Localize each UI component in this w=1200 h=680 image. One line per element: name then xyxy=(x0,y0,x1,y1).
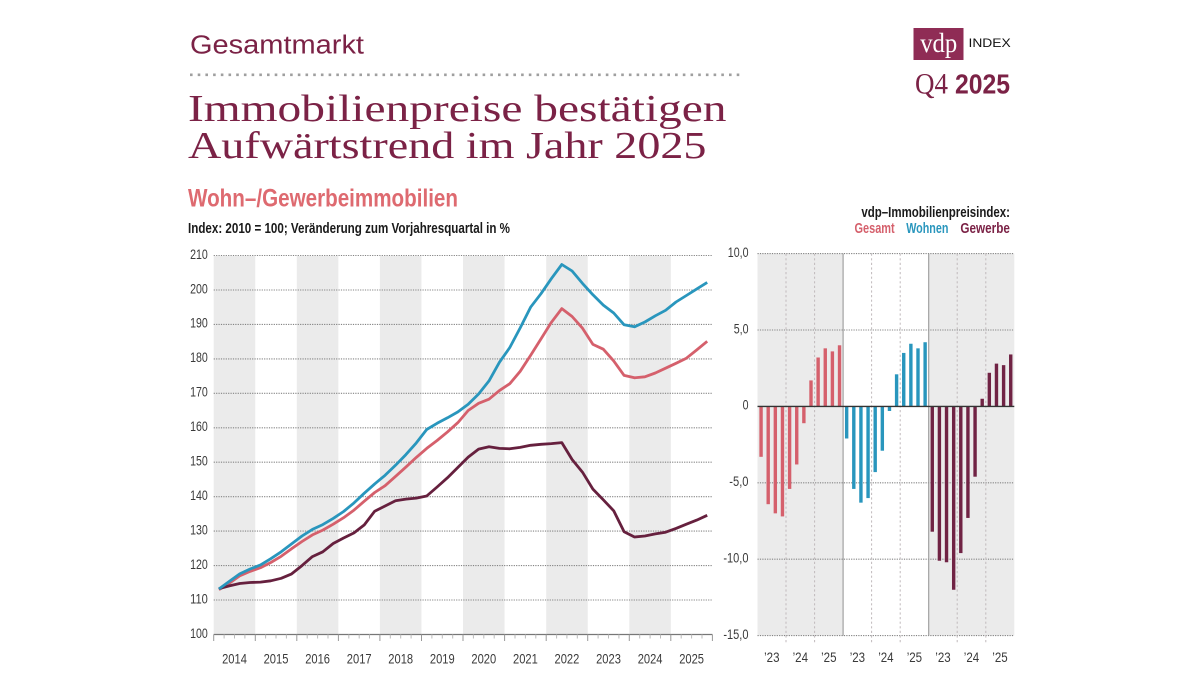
svg-text:180: 180 xyxy=(190,350,208,365)
svg-text:10,0: 10,0 xyxy=(728,245,749,260)
svg-text:210: 210 xyxy=(190,247,208,262)
svg-text:’24: ’24 xyxy=(793,649,809,665)
svg-text:2014: 2014 xyxy=(222,651,247,667)
svg-text:Index: 2010 = 100; Veränderung: Index: 2010 = 100; Veränderung zum Vorja… xyxy=(188,221,510,237)
svg-text:2020: 2020 xyxy=(471,651,496,667)
svg-text:170: 170 xyxy=(190,385,208,400)
svg-text:Q4: Q4 xyxy=(915,68,948,101)
svg-text:’23: ’23 xyxy=(935,649,951,665)
svg-text:Wohnen: Wohnen xyxy=(906,221,948,237)
svg-text:’24: ’24 xyxy=(878,649,894,665)
svg-text:Aufwärtstrend im Jahr 2025: Aufwärtstrend im Jahr 2025 xyxy=(188,125,707,167)
svg-text:-10,0: -10,0 xyxy=(723,551,748,566)
svg-text:2021: 2021 xyxy=(513,651,538,667)
svg-text:120: 120 xyxy=(190,557,208,572)
svg-text:’25: ’25 xyxy=(821,649,837,665)
svg-text:-15,0: -15,0 xyxy=(723,627,748,642)
svg-text:Gewerbe: Gewerbe xyxy=(960,221,1010,237)
svg-text:-5,0: -5,0 xyxy=(729,474,748,489)
svg-text:Gesamt: Gesamt xyxy=(855,221,895,237)
svg-text:’25: ’25 xyxy=(992,649,1008,665)
svg-text:’23: ’23 xyxy=(850,649,866,665)
svg-text:2022: 2022 xyxy=(555,651,580,667)
svg-text:130: 130 xyxy=(190,522,208,537)
svg-text:’25: ’25 xyxy=(907,649,923,665)
svg-text:0: 0 xyxy=(743,398,749,413)
svg-text:110: 110 xyxy=(190,591,208,606)
svg-text:2017: 2017 xyxy=(347,651,372,667)
svg-text:’24: ’24 xyxy=(964,649,980,665)
svg-text:2025: 2025 xyxy=(679,651,704,667)
svg-text:5,0: 5,0 xyxy=(734,321,749,336)
svg-text:Gesamtmarkt: Gesamtmarkt xyxy=(190,32,364,60)
svg-text:2025: 2025 xyxy=(955,69,1010,100)
svg-text:200: 200 xyxy=(190,281,208,296)
svg-text:190: 190 xyxy=(190,316,208,331)
svg-text:2024: 2024 xyxy=(638,651,663,667)
svg-text:’23: ’23 xyxy=(764,649,780,665)
svg-text:150: 150 xyxy=(190,454,208,469)
svg-text:vdp: vdp xyxy=(920,28,957,58)
svg-text:2023: 2023 xyxy=(596,651,621,667)
svg-text:Immobilienpreise bestätigen: Immobilienpreise bestätigen xyxy=(188,88,727,130)
svg-text:2019: 2019 xyxy=(430,651,455,667)
svg-text:INDEX: INDEX xyxy=(969,36,1011,50)
svg-text:vdp–Immobilienpreisindex:: vdp–Immobilienpreisindex: xyxy=(861,205,1010,221)
svg-text:2016: 2016 xyxy=(305,651,330,667)
svg-text:140: 140 xyxy=(190,488,208,503)
svg-text:160: 160 xyxy=(190,419,208,434)
svg-text:2018: 2018 xyxy=(388,651,413,667)
svg-text:2015: 2015 xyxy=(264,651,289,667)
svg-text:100: 100 xyxy=(190,626,208,641)
svg-text:Wohn–/Gewerbeimmobilien: Wohn–/Gewerbeimmobilien xyxy=(188,185,458,213)
